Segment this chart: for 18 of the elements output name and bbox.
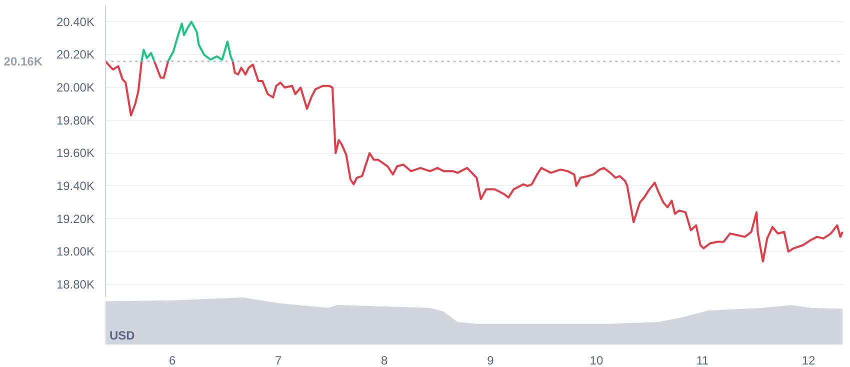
y-tick-label: 18.80K	[56, 277, 95, 292]
x-tick-label: 8	[381, 354, 388, 367]
x-tick-label: 11	[696, 354, 710, 367]
y-tick-label: 19.40K	[56, 178, 95, 193]
y-tick-label: 20.00K	[56, 80, 95, 95]
x-tick-label: 12	[802, 354, 816, 367]
y-tick-label: 19.00K	[56, 244, 95, 259]
x-tick-label: 9	[487, 354, 494, 367]
x-tick-label: 10	[590, 354, 604, 367]
ref-line-label: 20.16K	[4, 54, 43, 68]
annotation: USD	[110, 328, 136, 342]
y-tick-label: 19.20K	[56, 212, 95, 226]
x-tick-label: 7	[275, 354, 282, 367]
y-tick-label: 19.60K	[56, 146, 95, 160]
y-tick-label: 20.20K	[56, 48, 95, 62]
x-tick-label: 6	[168, 354, 176, 367]
y-tick-label: 19.80K	[56, 113, 95, 128]
y-tick-label: 20.40K	[56, 14, 95, 29]
